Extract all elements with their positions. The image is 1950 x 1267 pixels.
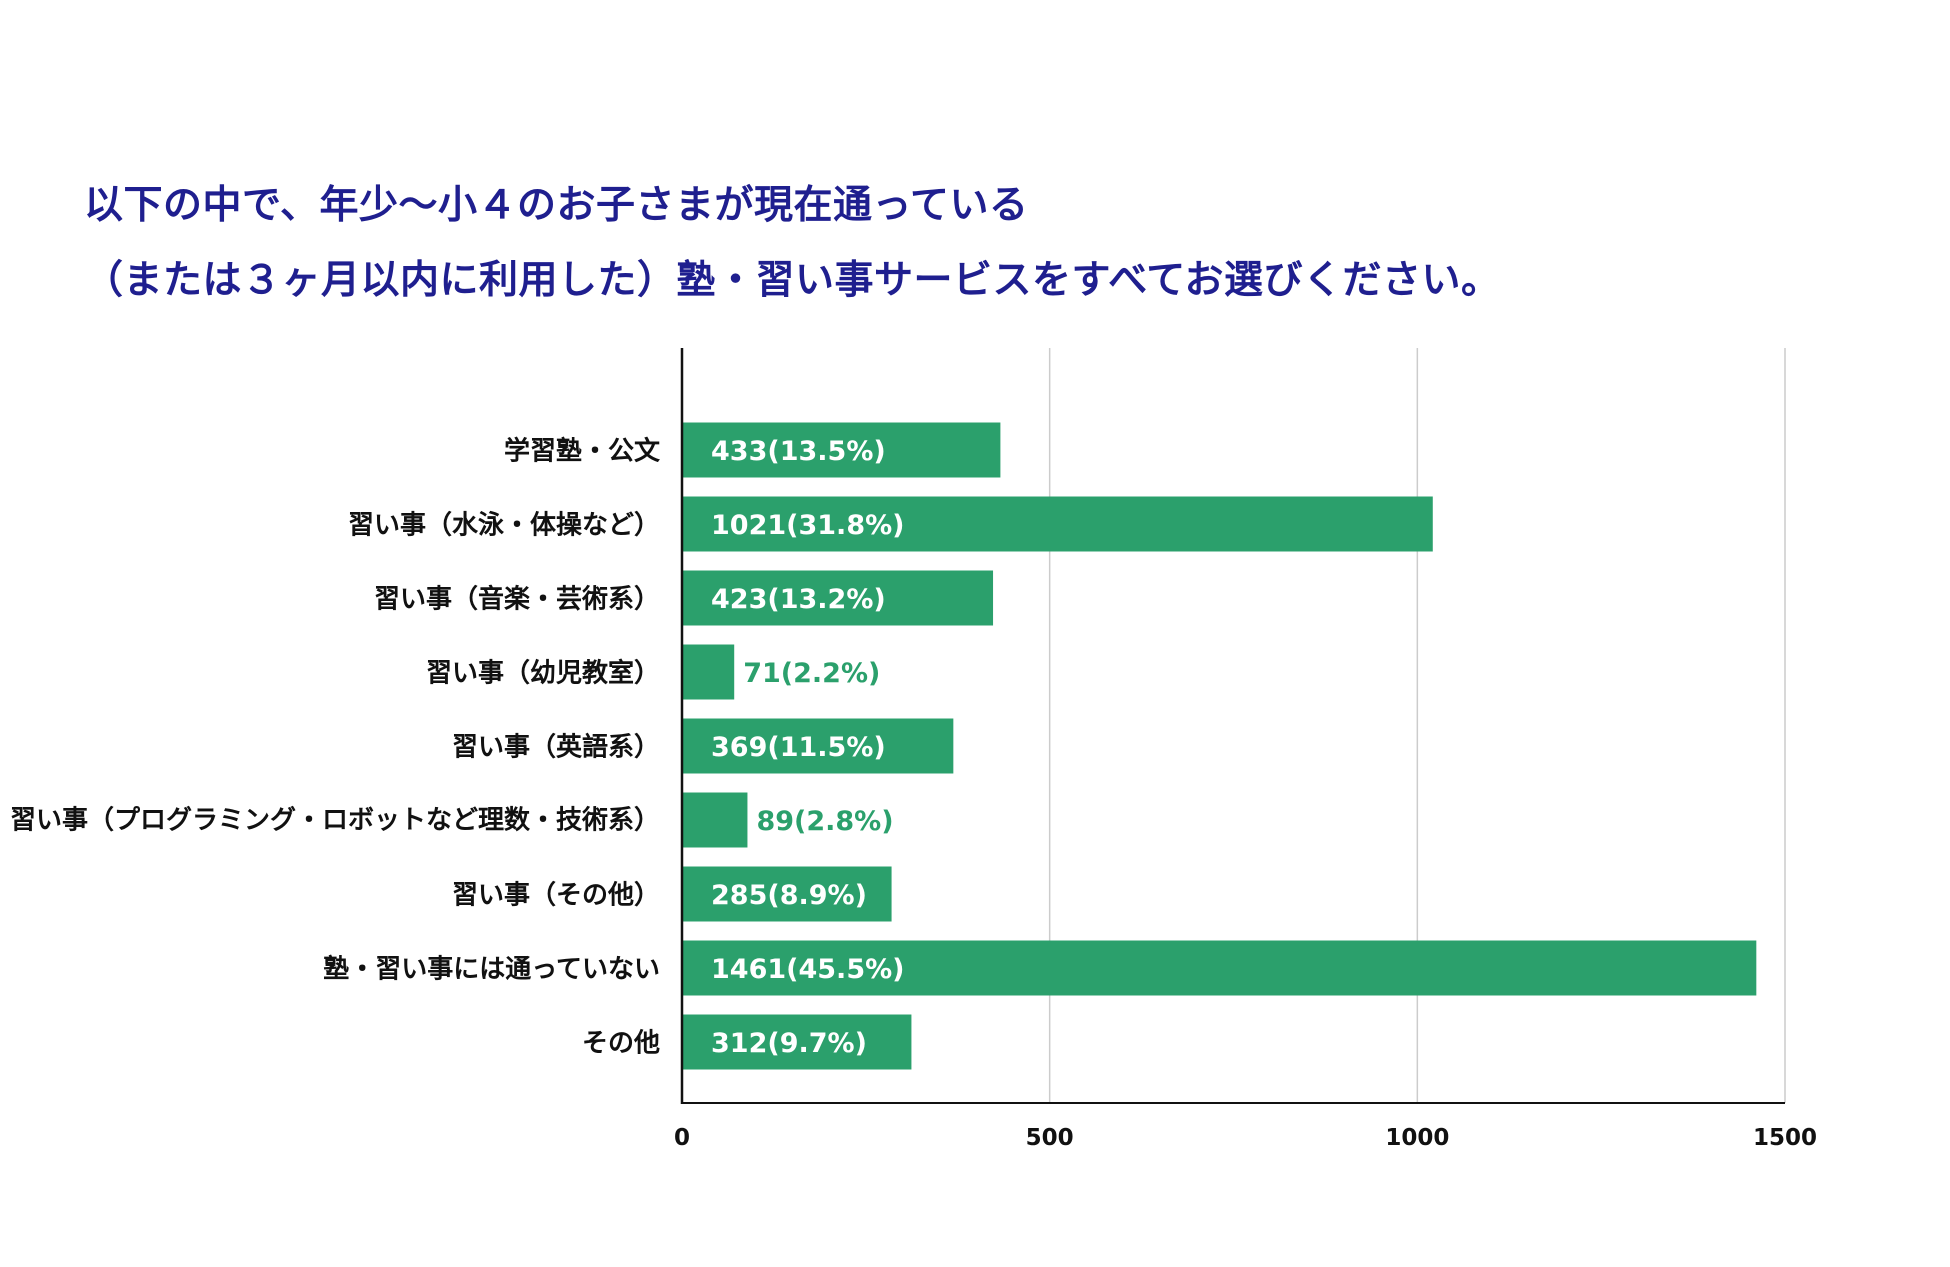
data-label: 1021(31.8%): [711, 510, 905, 541]
data-label: 71(2.2%): [743, 658, 880, 689]
x-tick-label: 0: [674, 1125, 690, 1151]
bar: [682, 1014, 912, 1070]
bar: [682, 570, 994, 626]
category-label: 学習塾・公文: [504, 435, 661, 466]
data-label: 433(13.5%): [711, 436, 886, 467]
category-label: 習い事（水泳・体操など）: [348, 510, 660, 540]
bar: [682, 496, 1433, 552]
x-tick-label: 1500: [1753, 1125, 1817, 1151]
category-label: 習い事（音楽・芸術系）: [374, 583, 660, 614]
labels: 0 500 1000 1500 学習塾・公文 433(13.5%) 習い事（水泳・体操など）…: [10, 435, 1817, 1151]
bar: [682, 422, 1001, 478]
data-label: 89(2.8%): [756, 806, 893, 837]
bar: [682, 644, 735, 700]
data-label: 285(8.9%): [711, 880, 867, 911]
x-tick-label: 500: [1026, 1125, 1074, 1151]
chart-title: 以下の中で、年少〜小４のお子さまが現在通っている （または３ヶ月以内に利用した）…: [84, 168, 1501, 318]
bars: [682, 422, 1757, 1070]
bar: [682, 718, 954, 774]
axes: [680, 348, 1785, 1104]
category-label: 塾・習い事には通っていない: [323, 953, 660, 984]
data-label: 1461(45.5%): [711, 954, 905, 985]
x-tick-label: 1000: [1385, 1125, 1449, 1151]
category-label: 習い事（英語系）: [452, 731, 660, 762]
data-label: 312(9.7%): [711, 1028, 867, 1059]
chart-title-line-2: （または３ヶ月以内に利用した）塾・習い事サービスをすべてお選びください。: [84, 258, 1501, 303]
bar: [682, 940, 1757, 996]
bar: [682, 792, 748, 848]
data-label: 423(13.2%): [711, 584, 886, 615]
category-label: 習い事（プログラミング・ロボットなど理数・技術系）: [10, 805, 660, 835]
data-label: 369(11.5%): [711, 732, 886, 763]
chart-title-line-1: 以下の中で、年少〜小４のお子さまが現在通っている: [84, 183, 1029, 228]
category-label: その他: [582, 1028, 660, 1058]
bar: [682, 866, 892, 922]
category-label: 習い事（幼児教室）: [426, 657, 660, 688]
category-label: 習い事（その他）: [452, 880, 660, 910]
